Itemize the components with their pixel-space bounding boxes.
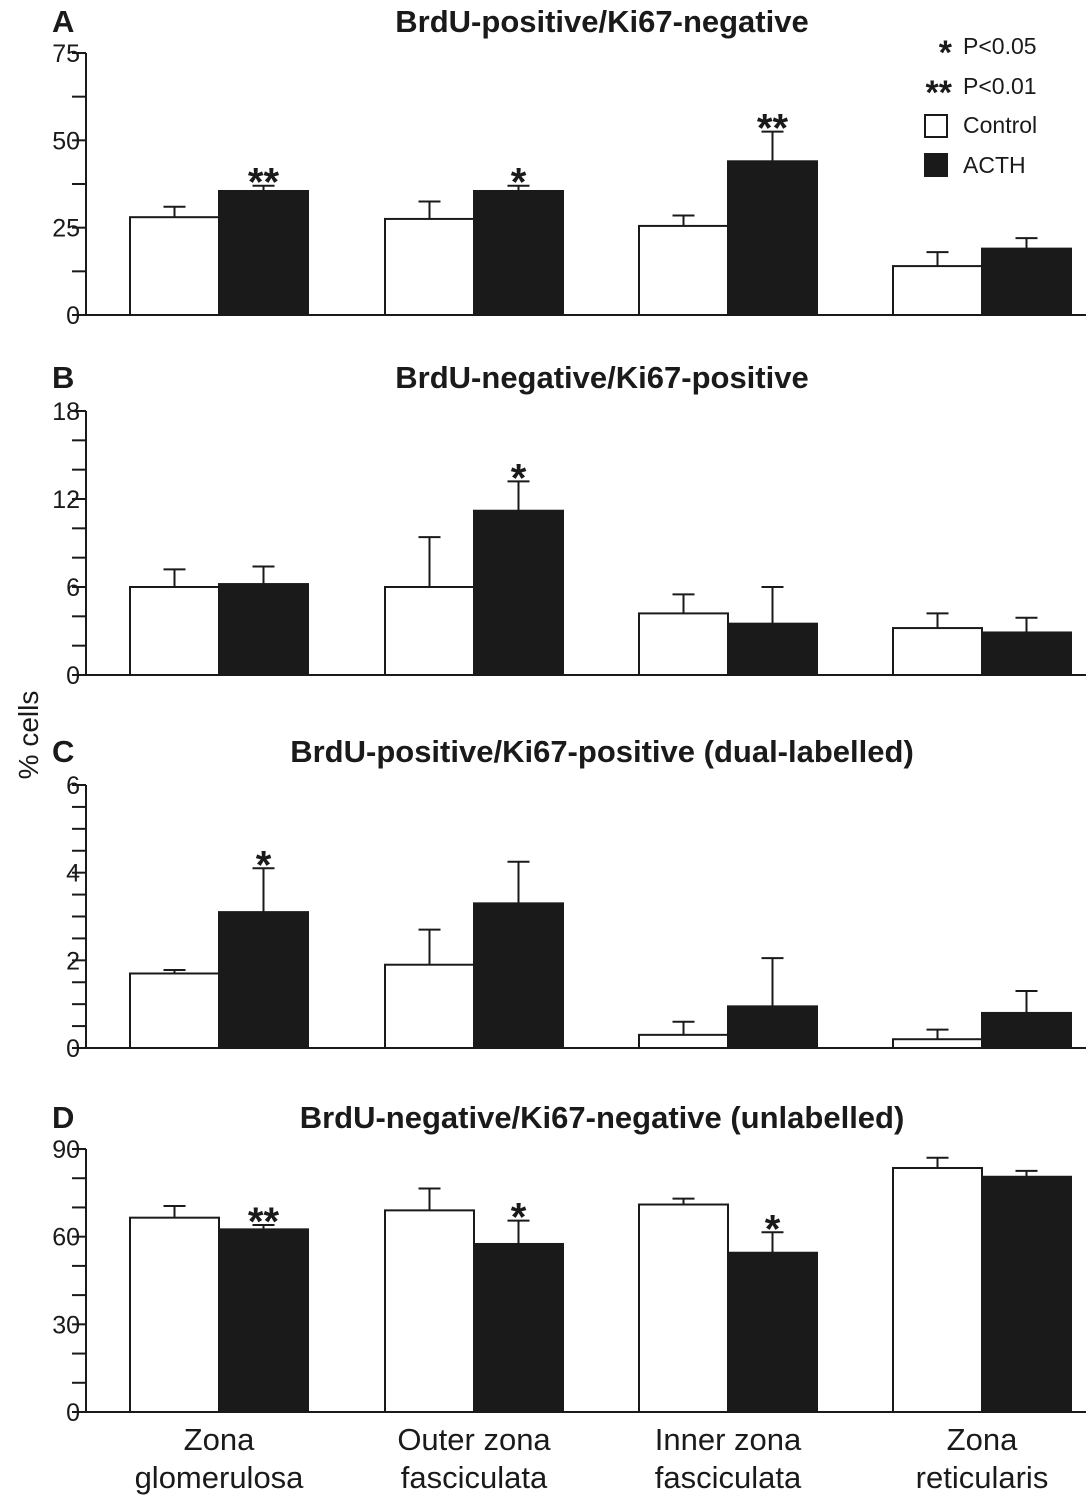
legend-sig-label: P<0.05: [963, 33, 1037, 59]
y-tick-label: 18: [52, 398, 80, 426]
bar-control: [129, 972, 220, 1050]
bar-control: [892, 1038, 983, 1049]
y-tick-label: 50: [52, 127, 80, 155]
y-tick-label: 12: [52, 486, 80, 514]
bar-control: [384, 586, 475, 676]
category-label: Zona: [184, 1422, 255, 1457]
legend-swatch-acth: [924, 153, 948, 177]
significance-marker: *: [511, 456, 527, 500]
significance-marker: **: [248, 161, 280, 205]
significance-marker: *: [511, 1196, 527, 1240]
bar-control: [129, 216, 220, 316]
panel-title: BrdU-negative/Ki67-positive: [395, 360, 808, 395]
bar-control: [892, 627, 983, 676]
legend-sig-symbol: **: [926, 74, 953, 112]
bar-acth: [218, 1228, 309, 1413]
panel-title: BrdU-negative/Ki67-negative (unlabelled): [300, 1100, 905, 1135]
significance-marker: *: [256, 843, 272, 887]
bar-control: [129, 586, 220, 676]
bar-control: [638, 1033, 729, 1049]
y-tick-label: 6: [66, 574, 80, 602]
y-tick-label: 0: [66, 1399, 80, 1427]
bar-acth: [473, 509, 564, 676]
bar-acth: [981, 631, 1072, 677]
y-tick-label: 90: [52, 1136, 80, 1164]
category-label: glomerulosa: [135, 1460, 305, 1495]
panel-letter: B: [52, 360, 74, 395]
y-tick-label: 60: [52, 1224, 80, 1252]
legend-sig-symbol: *: [939, 34, 953, 72]
legend-sig-label: P<0.01: [963, 73, 1037, 99]
bar-control: [638, 1203, 729, 1413]
bar-acth: [727, 1251, 818, 1413]
bar-acth: [473, 189, 564, 316]
panel-letter: D: [52, 1100, 74, 1135]
category-label: fasciculata: [401, 1460, 548, 1495]
y-tick-label: 0: [66, 302, 80, 330]
bar-acth: [473, 902, 564, 1049]
bar-control: [638, 224, 729, 316]
significance-marker: *: [511, 161, 527, 205]
y-tick-label: 75: [52, 40, 80, 68]
panel-letter: C: [52, 734, 74, 769]
bar-control: [384, 1209, 475, 1414]
bar-acth: [727, 160, 818, 316]
bar-control: [638, 612, 729, 677]
bar-acth: [218, 583, 309, 676]
bar-control: [129, 1216, 220, 1414]
panel-title: BrdU-positive/Ki67-positive (dual-labell…: [290, 734, 914, 769]
category-label: Inner zona: [655, 1422, 802, 1457]
panel-title: BrdU-positive/Ki67-negative: [395, 4, 808, 39]
y-tick-label: 30: [52, 1311, 80, 1339]
bar-acth: [727, 1005, 818, 1050]
significance-marker: **: [757, 107, 789, 151]
category-label: Outer zona: [397, 1422, 551, 1457]
bar-control: [384, 963, 475, 1050]
panel-letter: A: [52, 4, 74, 39]
bar-control: [384, 217, 475, 316]
bar-acth: [981, 1175, 1072, 1413]
legend-label-acth: ACTH: [963, 152, 1026, 178]
bar-acth: [981, 1011, 1072, 1050]
bar-acth: [218, 189, 309, 316]
bar-acth: [473, 1242, 564, 1413]
y-axis-label: % cells: [13, 691, 44, 780]
bar-control: [892, 1166, 983, 1413]
y-tick-label: 6: [66, 772, 80, 800]
significance-marker: **: [248, 1200, 280, 1244]
y-tick-label: 2: [66, 947, 80, 975]
category-label: Zona: [947, 1422, 1018, 1457]
y-tick-label: 0: [66, 662, 80, 690]
significance-marker: *: [765, 1207, 781, 1251]
legend-label-control: Control: [963, 112, 1037, 138]
bar-control: [892, 265, 983, 316]
bar-acth: [727, 622, 818, 677]
y-tick-label: 25: [52, 215, 80, 243]
y-tick-label: 4: [66, 860, 80, 888]
category-label: reticularis: [916, 1460, 1049, 1495]
legend-swatch-control: [924, 114, 948, 138]
bar-acth: [981, 247, 1072, 316]
category-label: fasciculata: [655, 1460, 802, 1495]
y-tick-label: 0: [66, 1035, 80, 1063]
bar-acth: [218, 911, 309, 1049]
